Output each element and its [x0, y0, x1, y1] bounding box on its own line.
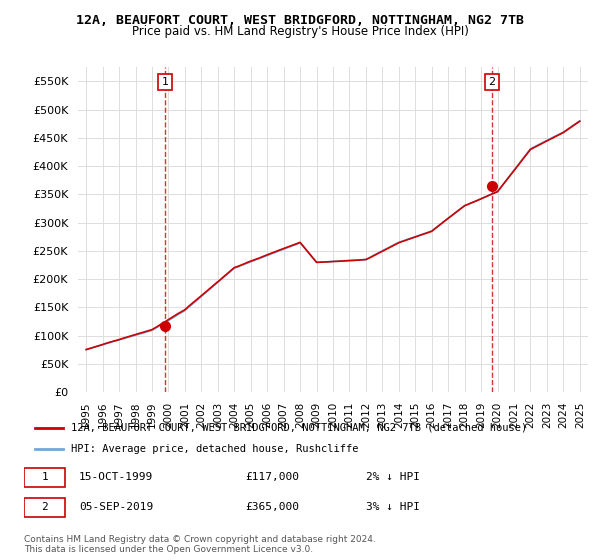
Text: 2: 2 — [488, 77, 496, 87]
Text: £365,000: £365,000 — [245, 502, 299, 512]
Text: 15-OCT-1999: 15-OCT-1999 — [79, 472, 154, 482]
Text: 05-SEP-2019: 05-SEP-2019 — [79, 502, 154, 512]
Text: 2% ↓ HPI: 2% ↓ HPI — [366, 472, 420, 482]
Text: 12A, BEAUFORT COURT, WEST BRIDGFORD, NOTTINGHAM, NG2 7TB (detached house): 12A, BEAUFORT COURT, WEST BRIDGFORD, NOT… — [71, 423, 527, 433]
Text: 3% ↓ HPI: 3% ↓ HPI — [366, 502, 420, 512]
FancyBboxPatch shape — [24, 468, 65, 487]
Text: Contains HM Land Registry data © Crown copyright and database right 2024.
This d: Contains HM Land Registry data © Crown c… — [24, 535, 376, 554]
Text: 1: 1 — [161, 77, 169, 87]
Text: 2: 2 — [41, 502, 49, 512]
Text: Price paid vs. HM Land Registry's House Price Index (HPI): Price paid vs. HM Land Registry's House … — [131, 25, 469, 38]
Text: £117,000: £117,000 — [245, 472, 299, 482]
Text: 12A, BEAUFORT COURT, WEST BRIDGFORD, NOTTINGHAM, NG2 7TB: 12A, BEAUFORT COURT, WEST BRIDGFORD, NOT… — [76, 14, 524, 27]
Text: HPI: Average price, detached house, Rushcliffe: HPI: Average price, detached house, Rush… — [71, 444, 358, 454]
Text: 1: 1 — [41, 472, 49, 482]
FancyBboxPatch shape — [24, 498, 65, 517]
